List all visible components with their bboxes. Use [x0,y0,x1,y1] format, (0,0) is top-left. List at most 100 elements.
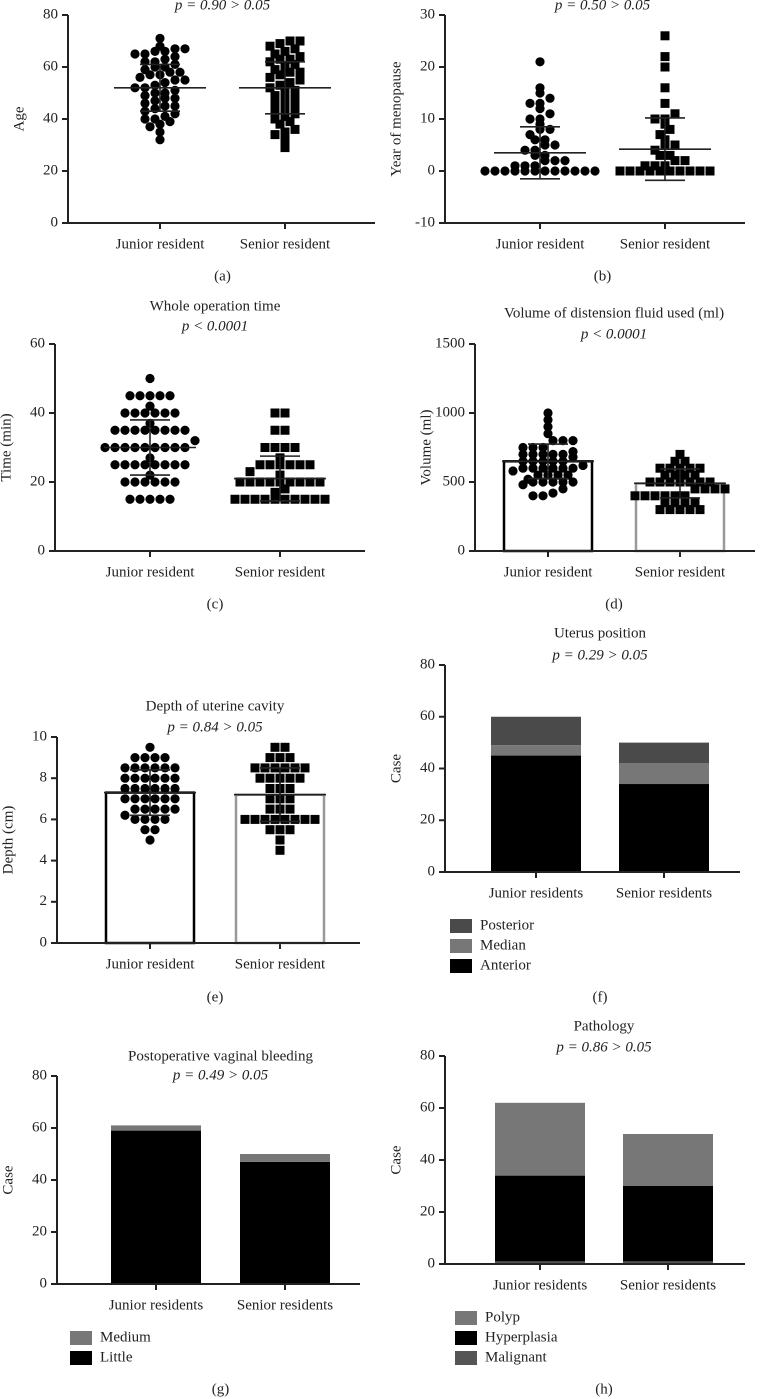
point [558,436,568,446]
y-tick-label: 80 [43,6,58,22]
point [150,477,160,487]
point [720,484,730,494]
bar-segment [111,1125,201,1131]
point [528,449,538,459]
point [695,477,705,487]
y-axis-label: Age [11,106,27,131]
point [265,72,275,82]
point [240,494,250,504]
point [280,127,290,137]
point [535,88,545,98]
point [290,59,300,69]
point [135,494,145,504]
point [660,62,670,72]
caption: (e) [207,989,224,1005]
point [160,783,170,794]
point [160,773,170,783]
point [650,161,660,171]
bar-segment [619,784,709,872]
point [280,443,290,452]
point [280,742,290,752]
point [150,804,160,814]
point [675,505,685,515]
point [280,46,290,56]
point [543,415,553,425]
y-tick-label: 2 [40,893,48,909]
point [550,166,560,176]
point [120,477,130,487]
point [165,391,175,401]
bar-segment [240,1154,330,1162]
x-tick-label: Senior residents [616,885,712,901]
point [110,425,120,435]
point [170,460,180,470]
y-tick-label: 0 [51,214,59,230]
point [548,488,558,498]
y-tick-label: 40 [420,1151,435,1167]
x-tick-label: Junior resident [106,956,196,972]
chart-title: Uterus position [554,625,647,641]
point [310,494,320,504]
x-tick-label: Senior resident [235,564,326,580]
point [130,408,140,418]
point [480,166,490,176]
y-tick-label: 30 [420,6,435,22]
legend-label: Hyperplasia [485,1329,558,1345]
point [120,794,130,804]
caption: (f) [593,989,608,1005]
point [508,466,518,476]
point [300,763,310,773]
point [675,449,685,459]
point [518,480,528,490]
point [548,449,558,459]
point [535,57,545,67]
point [140,753,150,763]
point [275,119,285,129]
point [310,814,320,824]
point [145,391,155,401]
point [170,763,180,773]
y-tick-label: 60 [420,1099,435,1115]
point [250,763,260,773]
point [558,477,568,487]
chart-title: Whole operation time [150,298,281,314]
chart-subtitle: p = 0.50 > 0.05 [554,0,651,13]
y-tick-label: 20 [32,1223,47,1239]
point [280,484,290,494]
point [120,763,130,773]
chart-subtitle: p = 0.84 > 0.05 [166,719,263,735]
point [548,463,558,473]
legend-label: Posterior [480,917,534,933]
point [140,114,150,124]
point [140,814,150,825]
point [275,845,285,855]
legend-label: Malignant [485,1349,547,1365]
point [265,825,275,835]
point [140,460,150,470]
point [150,88,160,98]
point [665,477,675,487]
point [275,825,285,835]
point [320,494,330,504]
point [270,91,280,101]
bar-segment [240,1161,330,1284]
point [685,477,695,487]
point [560,166,570,176]
point [170,477,180,487]
point [543,408,553,418]
point [155,135,165,145]
point [640,161,650,171]
point [305,460,315,470]
point [295,67,305,77]
point [615,166,625,176]
point [660,98,670,108]
y-axis-label: Case [388,1145,404,1175]
chart-title: Pathology [574,1018,635,1034]
point [538,463,548,473]
bar-segment [619,763,709,785]
legend-label: Polyp [485,1309,520,1325]
x-tick-label: Junior residents [489,885,584,901]
legend-label: Median [480,937,526,953]
point [655,477,665,487]
point [525,98,535,108]
